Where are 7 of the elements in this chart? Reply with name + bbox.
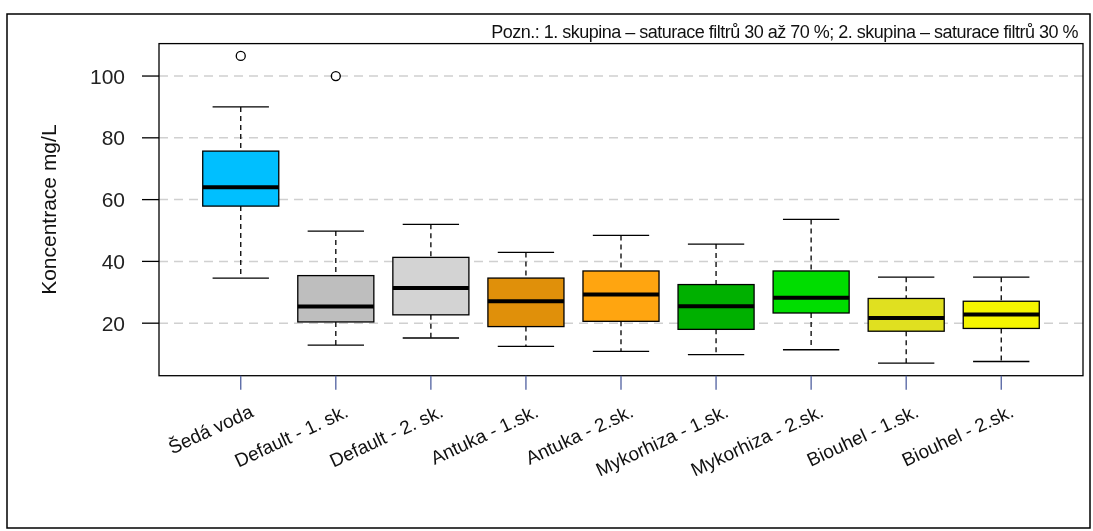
y-tick-label: 60 (101, 188, 125, 212)
y-tick-label: 80 (101, 126, 125, 150)
y-tick-label: 40 (101, 249, 125, 273)
y-tick-label: 20 (101, 311, 125, 335)
y-tick-label: 100 (89, 64, 125, 88)
text: Pozn.: 1. skupina – saturace filtrů 30 až 70 %; 2. skupina – saturace filtrů 30 % (491, 22, 1079, 42)
y-axis-title: Koncentrace mg/L (37, 124, 60, 295)
